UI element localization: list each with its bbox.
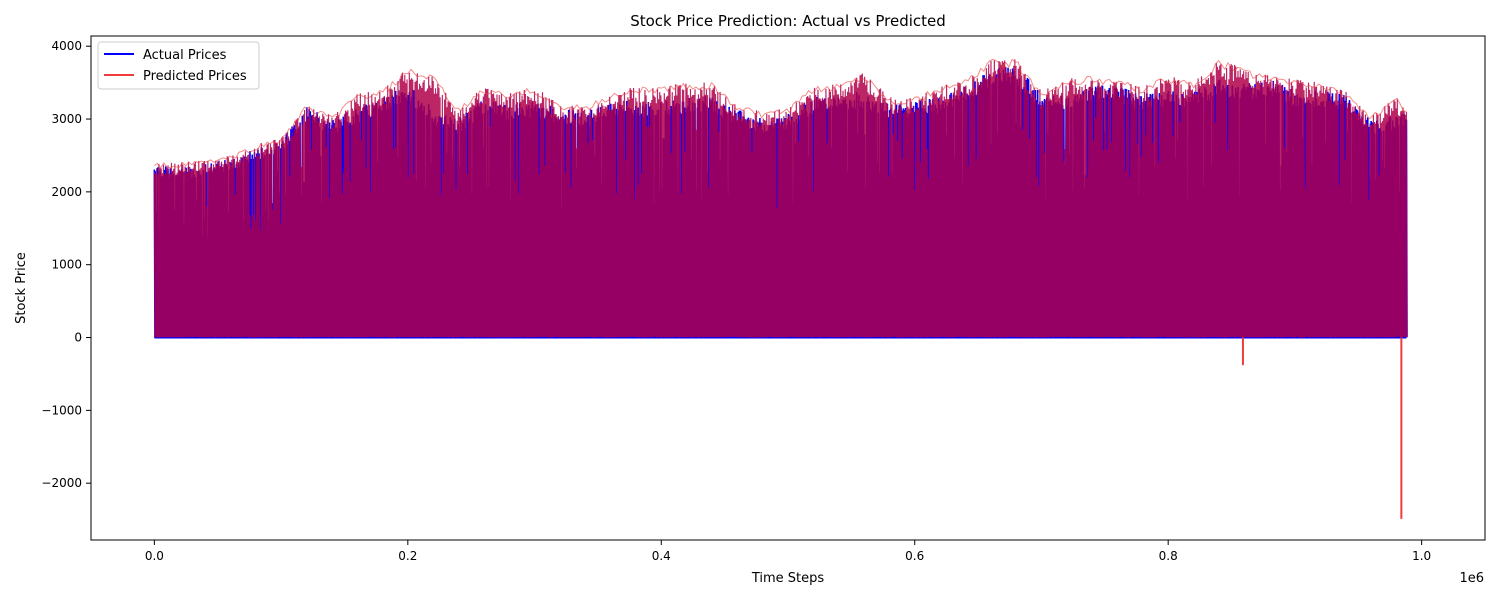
y-tick-label: −2000 [41, 476, 82, 490]
x-tick-label: 1.0 [1412, 549, 1431, 563]
y-axis: −2000 −1000 0 1000 2000 3000 4000 [41, 39, 91, 490]
plot-data-layer [153, 58, 1408, 519]
axes-frame [90, 35, 1486, 541]
y-tick-label: −1000 [41, 403, 82, 417]
y-tick-label: 1000 [51, 258, 82, 272]
y-tick-label: 2000 [51, 185, 82, 199]
x-axis: 0.0 0.2 0.4 0.6 0.8 1.0 [145, 540, 1431, 563]
legend-box [97, 41, 260, 90]
legend-label-predicted: Predicted Prices [143, 69, 247, 84]
x-tick-label: 0.2 [398, 549, 417, 563]
series-line-predicted [153, 59, 1408, 338]
x-tick-label: 0.8 [1159, 549, 1178, 563]
y-axis-label: Stock Price [14, 252, 29, 324]
x-tick-label: 0.0 [145, 549, 164, 563]
chart-title: Stock Price Prediction: Actual vs Predic… [630, 12, 946, 30]
y-tick-label: 0 [74, 331, 82, 345]
series-rim-predicted [154, 58, 1407, 169]
legend: Actual Prices Predicted Prices [97, 41, 260, 90]
y-tick-label: 4000 [51, 39, 82, 53]
y-tick-label: 3000 [51, 112, 82, 126]
x-axis-label: Time Steps [751, 571, 825, 586]
x-tick-label: 0.6 [905, 549, 924, 563]
x-tick-label: 0.4 [652, 549, 671, 563]
legend-label-actual: Actual Prices [143, 48, 227, 63]
x-offset-label: 1e6 [1459, 571, 1484, 586]
